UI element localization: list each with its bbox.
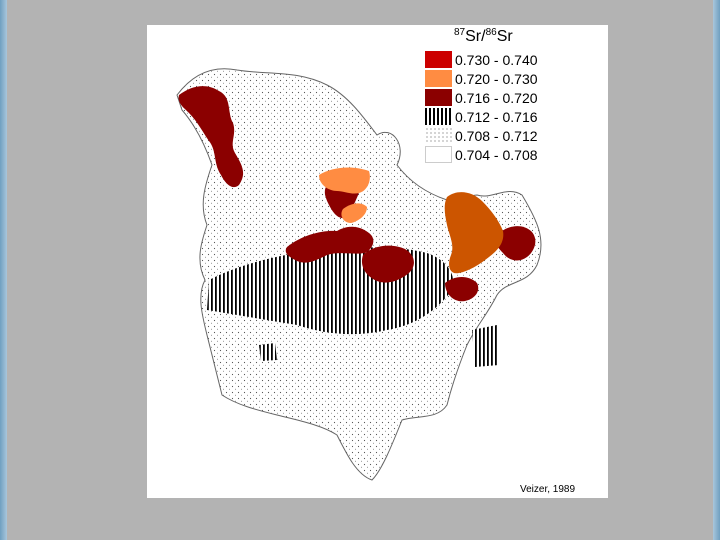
legend-row: 0.720 - 0.730 xyxy=(425,69,538,88)
striped-band-small xyxy=(259,343,277,361)
region-quebec-east xyxy=(495,226,536,261)
region-great-lakes xyxy=(361,245,414,283)
legend-swatch xyxy=(425,89,452,106)
frame-edge-left xyxy=(0,0,7,540)
legend-row: 0.730 - 0.740 xyxy=(425,50,538,69)
region-labrador xyxy=(444,192,504,274)
region-hudson-orange-south xyxy=(341,203,367,223)
legend-label: 0.720 - 0.730 xyxy=(455,70,538,87)
region-appalachian xyxy=(445,277,479,302)
legend-row: 0.708 - 0.712 xyxy=(425,126,538,145)
legend-label: 0.708 - 0.712 xyxy=(455,127,538,144)
strontium-map xyxy=(176,68,542,481)
region-hudson-orange xyxy=(319,167,370,194)
legend-swatch xyxy=(425,127,452,144)
frame-edge-right xyxy=(713,0,720,540)
striped-band-east xyxy=(472,325,499,367)
map-panel: 87Sr/86Sr 0.730 - 0.740 0.720 - 0.730 0.… xyxy=(147,25,608,498)
legend-swatch xyxy=(425,70,452,87)
legend-label: 0.704 - 0.708 xyxy=(455,146,538,163)
region-prairie xyxy=(285,226,374,263)
legend-row: 0.712 - 0.716 xyxy=(425,107,538,126)
legend-label: 0.730 - 0.740 xyxy=(455,51,538,68)
legend-title: 87Sr/86Sr xyxy=(454,27,513,45)
legend-label: 0.712 - 0.716 xyxy=(455,108,538,125)
legend-swatch xyxy=(425,51,452,68)
credit-text: Veizer, 1989 xyxy=(520,484,576,495)
legend-label: 0.716 - 0.720 xyxy=(455,89,538,106)
legend-row: 0.716 - 0.720 xyxy=(425,88,538,107)
legend-swatch xyxy=(425,146,452,163)
legend-swatch xyxy=(425,108,452,125)
region-cordillera xyxy=(178,86,244,188)
legend-row: 0.704 - 0.708 xyxy=(425,145,538,164)
